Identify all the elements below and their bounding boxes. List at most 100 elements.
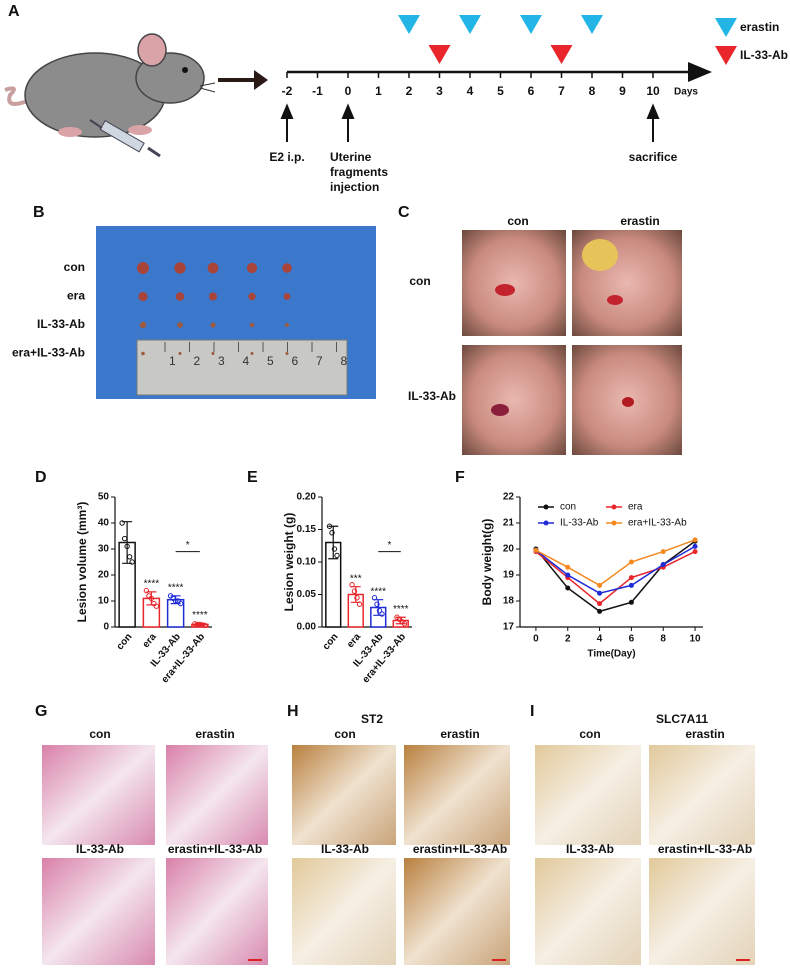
event-label: fragments [330,165,388,179]
legend-label: IL-33-Ab [740,48,788,62]
event-label: Uterine [330,150,372,164]
erastin-dose [581,15,603,34]
lesion [141,351,145,356]
legend-label: era+IL-33-Ab [628,518,687,529]
significance: *** [350,573,362,584]
lesion [137,262,149,274]
event-arrow [280,103,294,142]
x-tick-label: 4 [597,634,603,645]
y-tick-label: 18 [503,596,515,607]
panel-title: ST2 [361,712,383,726]
axis-label: Days [674,87,698,98]
ruler-label: 1 [169,354,176,368]
marker [628,599,634,605]
y-tick-label: 0.15 [297,524,317,535]
data-point [329,530,335,536]
y-tick-label: 40 [98,518,110,529]
data-point [126,554,133,560]
lesion [285,352,289,355]
data-point [172,598,179,604]
significance: * [388,540,392,551]
legend-swatch [543,504,549,510]
ruler-label: 4 [243,354,250,368]
lesion [282,263,292,273]
lesion [139,321,147,329]
column-label: con [507,214,528,228]
ruler-label: 2 [194,354,201,368]
series-line [535,539,696,587]
x-tick-label: con [321,632,341,653]
x-tick-label: era [141,631,159,650]
ruler-label: 8 [341,354,348,368]
timeline [287,62,712,82]
day-label: 7 [558,84,565,98]
marker [660,549,666,555]
data-point [192,621,198,627]
day-label: 10 [646,84,660,98]
data-point [194,621,201,628]
series-line [535,550,696,605]
data-point [401,621,408,627]
marker [628,559,634,565]
lesion [210,322,216,328]
lesion [174,262,186,274]
image-label: con [579,727,600,741]
day-label: 0 [345,84,352,98]
data-point [129,559,135,565]
image-label: erastin+IL-33-Ab [168,842,262,856]
data-point [124,543,130,550]
marker [597,601,603,607]
x-tick-label: 10 [689,634,701,645]
lesion [250,352,254,355]
panel-label: H [287,703,299,720]
marker [565,564,571,570]
marker [628,582,634,588]
marker [597,590,603,596]
legend-swatch [611,520,617,526]
x-tick-label: con [115,632,135,653]
y-tick-label: 0.10 [297,557,317,568]
lesion [138,291,148,302]
y-tick-label: 30 [98,544,110,555]
day-label: 9 [619,84,626,98]
data-point [148,595,155,602]
data-point [197,621,203,628]
day-label: 6 [528,84,535,98]
significance: **** [168,582,184,593]
image-label: IL-33-Ab [566,842,614,856]
y-axis-label: Lesion weight (g) [282,513,296,612]
series-line [535,540,696,613]
panel-label: E [247,469,258,486]
erastin-dose [398,15,420,34]
marker [565,572,571,578]
y-tick-label: 17 [503,622,515,633]
row-label: era+IL-33-Ab [12,346,85,360]
data-point [199,622,206,628]
day-label: 3 [436,84,443,98]
il33-dose [428,45,451,64]
data-point [356,601,363,607]
mouse-illustration [4,33,216,158]
image-label: erastin+IL-33-Ab [413,842,507,856]
lesion-photo [96,226,376,399]
image-label: erastin [195,727,234,741]
image-label: IL-33-Ab [321,842,369,856]
error-bar [328,525,339,560]
column-label: erastin [620,214,659,228]
marker [692,537,698,543]
y-tick-label: 10 [98,596,110,607]
legend-swatch [715,46,737,65]
lesion [209,292,217,301]
data-point [326,523,333,529]
y-tick-label: 0.00 [297,622,317,633]
day-label: -2 [282,84,293,98]
lesion [178,352,182,355]
significance: **** [393,604,409,615]
panel-label: A [8,3,20,20]
y-tick-label: 20 [503,544,515,555]
day-label: 5 [497,84,504,98]
ruler-label: 7 [316,354,323,368]
data-point [349,582,355,588]
legend-label: era [628,502,643,513]
